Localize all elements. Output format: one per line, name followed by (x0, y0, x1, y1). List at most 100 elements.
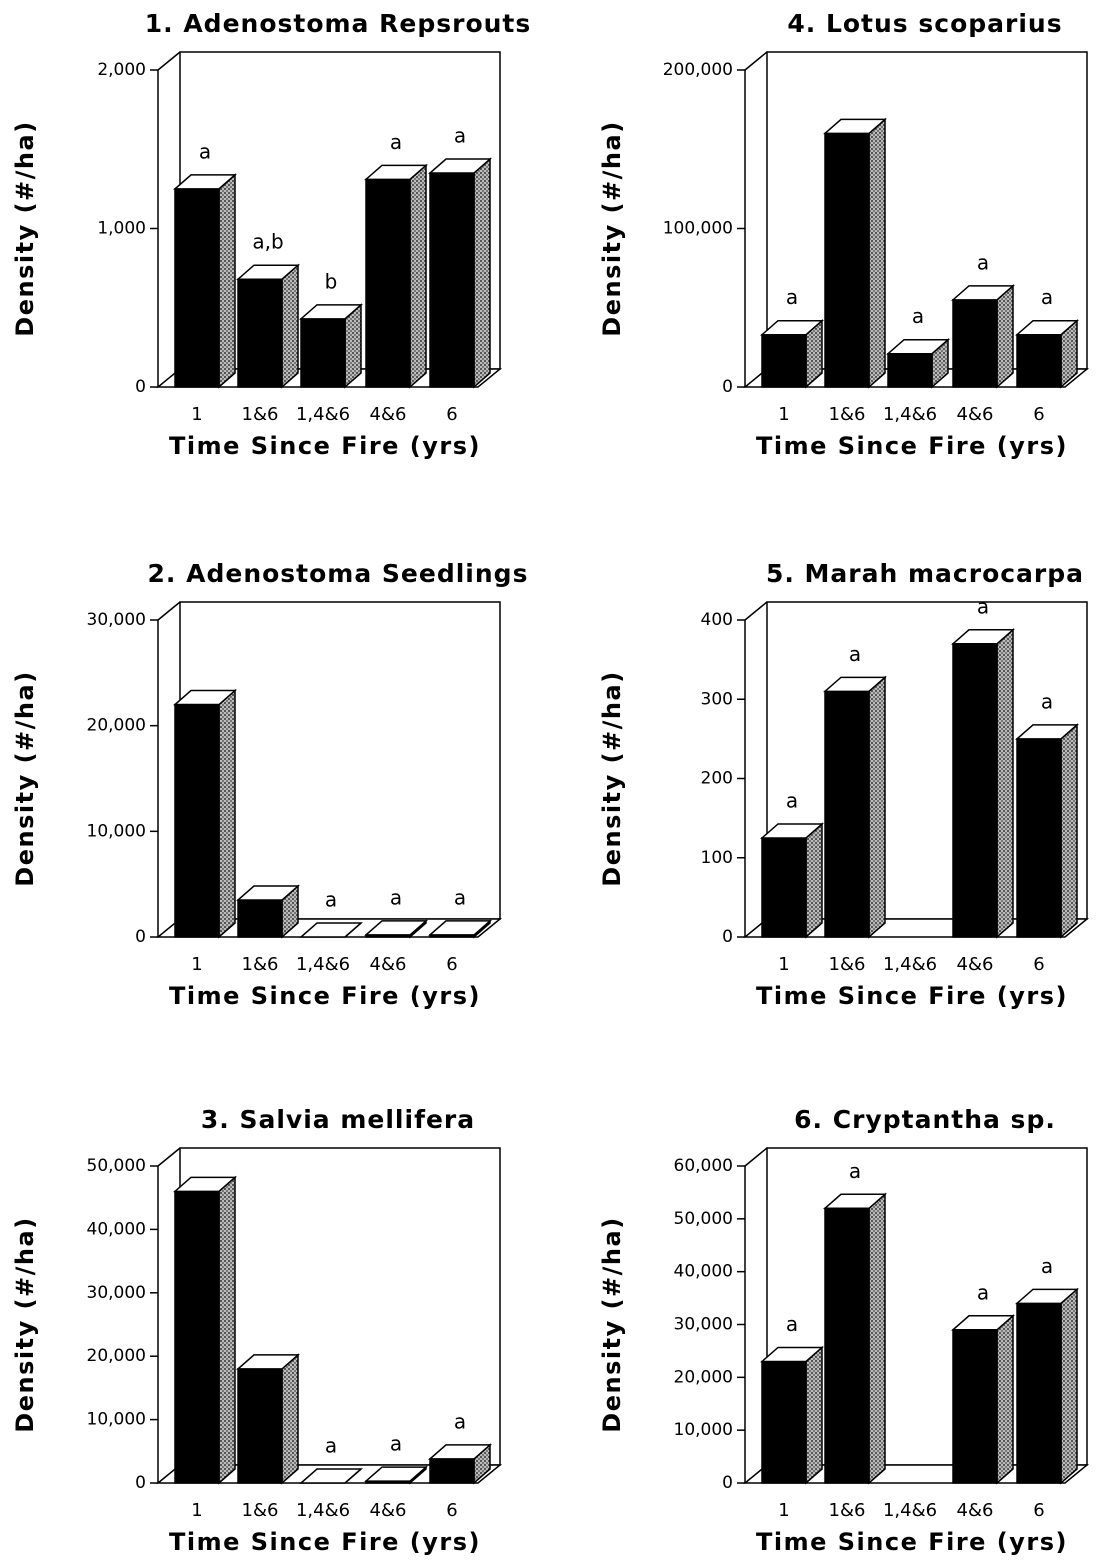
bar-side (409, 163, 427, 389)
bar-top (236, 885, 300, 901)
chart: 5. Marah macrocarpa 0 100 200 300 400 Density … (598, 559, 1090, 1010)
data-label: a (454, 885, 466, 909)
x-tick-label: 1 (778, 1500, 789, 1521)
y-axis-title: Density (#/ha) (11, 120, 39, 336)
bar (824, 132, 870, 388)
data-label: a (977, 1280, 989, 1304)
y-tick-label: 300 (701, 689, 733, 709)
bar (1016, 1302, 1062, 1484)
bar (824, 1207, 870, 1484)
x-tick-label: 1,4&6 (296, 1500, 350, 1521)
x-axis-title: Time Since Fire (yrs) (169, 982, 481, 1010)
bar-side (868, 117, 886, 389)
bar-top (760, 1346, 824, 1363)
bar-top (173, 174, 237, 190)
chart-title: 3. Salvia mellifera (201, 1105, 475, 1134)
bar-top (951, 285, 1015, 301)
back-wall (766, 51, 1088, 370)
bar-side (996, 284, 1014, 389)
bar-top (823, 1193, 887, 1210)
x-tick-label: 1&6 (829, 954, 866, 975)
x-tick-label: 1&6 (242, 1500, 279, 1521)
y-tick-label: 0 (722, 377, 733, 397)
y-tick-label: 50,000 (87, 1156, 146, 1176)
data-label: a (849, 642, 861, 666)
x-axis-title: Time Since Fire (yrs) (756, 1528, 1068, 1556)
x-tick-label: 6 (1033, 404, 1044, 425)
bar (237, 899, 283, 938)
bar (429, 1458, 475, 1484)
y-tick-label: 100 (701, 848, 733, 868)
bar-top (886, 338, 950, 355)
bar-top (236, 1354, 300, 1370)
bar-side (1060, 723, 1078, 939)
chart-title: 6. Cryptantha sp. (794, 1105, 1056, 1134)
data-label: a (1041, 285, 1053, 309)
side-wall-top (157, 601, 181, 621)
y-tick-label: 20,000 (87, 716, 146, 736)
bar-top (173, 689, 237, 706)
y-tick-label: 400 (701, 610, 733, 630)
bar-side (996, 1314, 1014, 1485)
bar-side (1060, 1287, 1078, 1485)
y-tick-label: 0 (722, 1473, 733, 1493)
chart-title: 4. Lotus scoparius (787, 9, 1062, 38)
chart-title: 1. Adenostoma Repsrouts (145, 9, 532, 38)
data-label: a (977, 250, 989, 274)
y-tick-label: 10,000 (87, 1410, 146, 1430)
data-label: a (454, 124, 466, 148)
bar (300, 318, 346, 388)
y-tick-label: 0 (135, 377, 146, 397)
x-tick-label: 1,4&6 (296, 954, 350, 975)
bar-top (173, 1176, 237, 1193)
data-label: a (786, 285, 798, 309)
bar-side (218, 173, 236, 389)
x-tick-label: 4&6 (370, 404, 407, 425)
x-tick-label: 1 (778, 954, 789, 975)
bar-top (428, 920, 492, 936)
x-tick-label: 6 (446, 1500, 457, 1521)
bar-top (1015, 724, 1079, 740)
x-tick-label: 1&6 (242, 404, 279, 425)
x-tick-label: 1,4&6 (883, 404, 937, 425)
x-axis-title: Time Since Fire (yrs) (169, 432, 481, 460)
bar (174, 188, 220, 388)
bar-side (996, 628, 1014, 939)
bar-top (951, 629, 1015, 645)
bar-top (299, 922, 363, 938)
chart-title: 5. Marah macrocarpa (766, 559, 1084, 588)
x-tick-label: 1&6 (829, 404, 866, 425)
bar (429, 172, 475, 388)
y-tick-label: 60,000 (674, 1156, 733, 1176)
y-tick-label: 30,000 (87, 1283, 146, 1303)
x-axis-title: Time Since Fire (yrs) (756, 432, 1068, 460)
y-tick-label: 0 (135, 927, 146, 947)
y-tick-label: 50,000 (674, 1209, 733, 1229)
data-label: a (390, 1432, 402, 1456)
x-tick-label: 1 (191, 404, 202, 425)
y-tick-label: 1,000 (97, 219, 146, 239)
bar (237, 278, 283, 388)
side-wall-top (744, 601, 768, 621)
x-tick-label: 1,4&6 (296, 404, 350, 425)
chart: 3. Salvia mellifera 0 10,000 20,000 30,000 40… (11, 1105, 503, 1556)
bar-top (760, 319, 824, 336)
y-tick-label: 200,000 (663, 60, 733, 80)
y-tick-label: 200 (701, 769, 733, 789)
x-tick-label: 1,4&6 (883, 954, 937, 975)
bar-top (823, 118, 887, 135)
bar (365, 178, 411, 388)
x-tick-label: 1 (778, 404, 789, 425)
bar (952, 643, 998, 938)
x-tick-label: 4&6 (957, 954, 994, 975)
x-tick-label: 4&6 (370, 1500, 407, 1521)
bar (174, 1190, 220, 1484)
bar-top (299, 304, 363, 320)
y-axis-title: Density (#/ha) (598, 120, 626, 336)
x-tick-label: 1&6 (242, 954, 279, 975)
y-tick-label: 30,000 (87, 610, 146, 630)
side-wall-top (744, 51, 768, 71)
data-label: a (390, 885, 402, 909)
x-axis-title: Time Since Fire (yrs) (756, 982, 1068, 1010)
y-tick-label: 30,000 (674, 1315, 733, 1335)
